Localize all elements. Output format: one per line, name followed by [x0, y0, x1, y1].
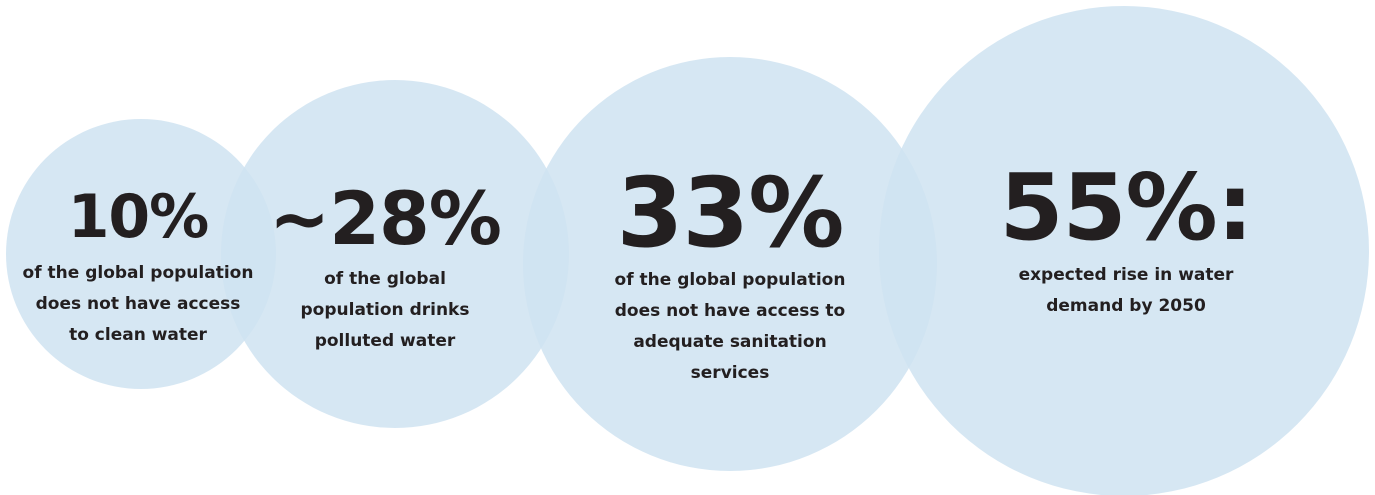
stat-value: 33%	[616, 157, 845, 269]
stat-value: ~28%	[269, 177, 502, 262]
bubble-1	[6, 119, 276, 389]
stat-value: 10%	[67, 182, 210, 252]
stat-description: of the global population does not have a…	[22, 263, 254, 345]
bubble-3	[523, 57, 937, 471]
bubble-4	[879, 6, 1369, 495]
stat-water-demand: 55%: expected rise in water demand by 20…	[976, 162, 1276, 322]
stat-description: expected rise in water demand by 2050	[1018, 265, 1234, 316]
stat-polluted-water: ~28% of the global population drinks pol…	[262, 183, 508, 357]
stat-value: 55%:	[999, 154, 1254, 261]
stat-description: of the global population does not have a…	[614, 270, 846, 383]
stat-description: of the global population drinks polluted…	[300, 269, 470, 351]
stat-clean-water: 10% of the global population does not ha…	[0, 187, 276, 351]
bubble-2	[221, 80, 569, 428]
stat-sanitation: 33% of the global population does not ha…	[580, 165, 880, 389]
